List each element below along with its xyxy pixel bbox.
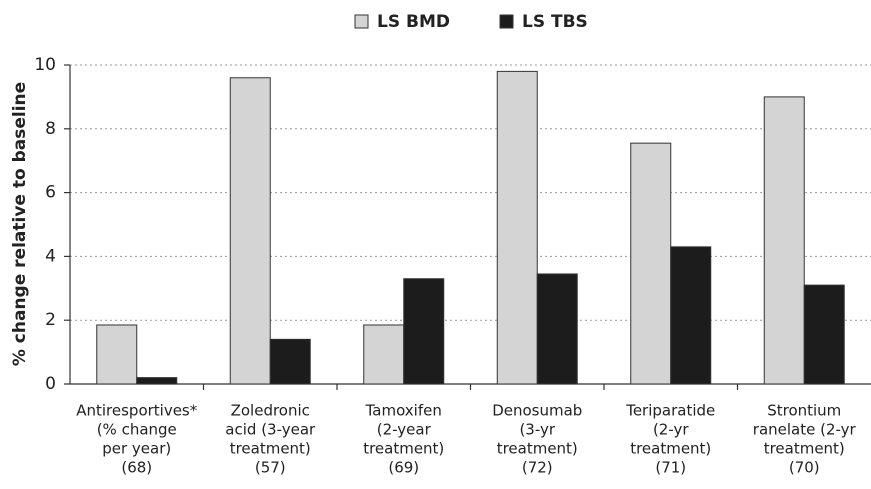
x-tick-label: (57) [255, 459, 286, 477]
x-tick-label: treatment) [764, 440, 845, 458]
x-tick-label: (2-yr [653, 421, 689, 439]
x-tick-label: treatment) [630, 440, 711, 458]
legend-label: LS TBS [522, 12, 588, 32]
bar [763, 96, 805, 385]
y-tick-label: 4 [45, 246, 56, 266]
legend-swatch [499, 14, 514, 29]
x-tick-label: Teriparatide [625, 402, 715, 420]
y-tick-label: 10 [34, 55, 56, 75]
bar [403, 278, 445, 385]
y-tick-label: 0 [45, 374, 56, 394]
bar [229, 77, 271, 385]
bar [96, 324, 138, 385]
x-tick-label: (% change [97, 421, 177, 439]
x-tick-label: per year) [102, 440, 171, 458]
y-tick-label: 8 [45, 119, 56, 139]
x-tick-label: (70) [789, 459, 820, 477]
legend-swatch [354, 14, 369, 29]
x-tick-label: (69) [388, 459, 419, 477]
legend-label: LS BMD [377, 12, 450, 32]
x-tick-label: (3-yr [519, 421, 555, 439]
x-tick-label: acid (3-year [225, 421, 316, 439]
bar [536, 273, 578, 385]
x-tick-label: Denosumab [492, 402, 582, 420]
bar [363, 324, 405, 385]
x-tick-label: (2-year [377, 421, 432, 439]
x-tick-label: Antiresportives* [76, 402, 198, 420]
x-tick-label: (68) [121, 459, 152, 477]
bar [670, 246, 712, 385]
x-tick-label: Strontium [767, 402, 841, 420]
y-axis-label: % change relative to baseline [10, 82, 30, 366]
y-tick-label: 2 [45, 310, 56, 330]
bar [269, 338, 311, 385]
bar [630, 142, 672, 385]
x-tick-label: (72) [522, 459, 553, 477]
x-tick-label: Zoledronic [231, 402, 310, 420]
x-tick-label: treatment) [497, 440, 578, 458]
bar [136, 377, 178, 385]
x-tick-label: ranelate (2-yr [753, 421, 857, 439]
x-tick-label: Tamoxifen [365, 402, 442, 420]
bar [803, 284, 845, 385]
x-tick-label: treatment) [230, 440, 311, 458]
y-tick-label: 6 [45, 183, 56, 203]
x-tick-label: (71) [655, 459, 686, 477]
x-tick-label: treatment) [363, 440, 444, 458]
bar [496, 70, 538, 385]
